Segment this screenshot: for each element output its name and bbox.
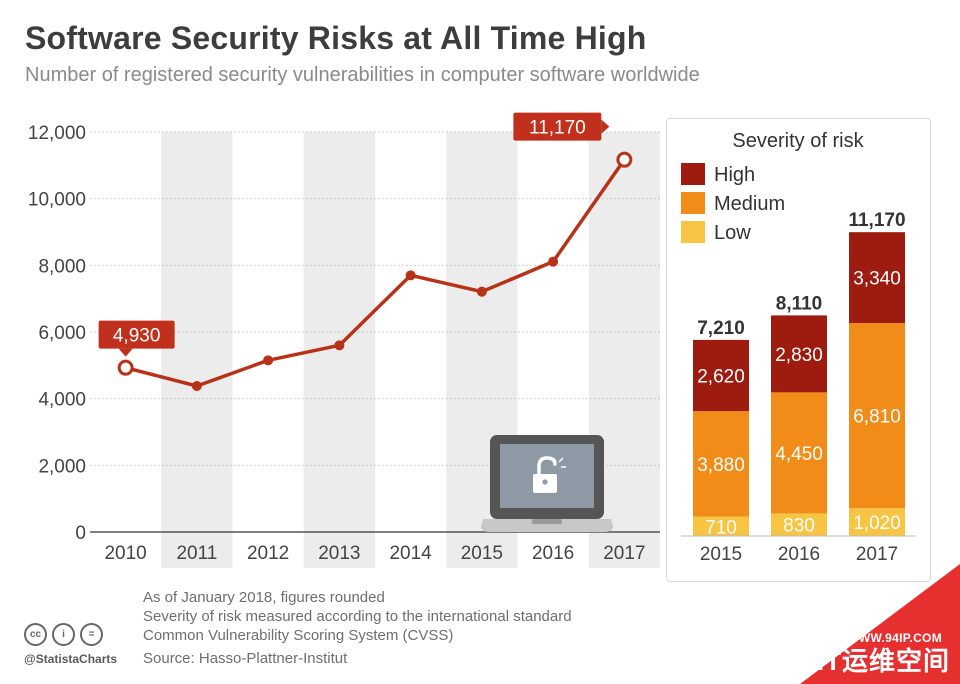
callout-label: 4,930	[113, 326, 161, 347]
callout-pointer	[118, 348, 133, 357]
legend-swatch	[681, 163, 705, 185]
bar-segment-high	[849, 232, 905, 324]
series-line	[125, 158, 626, 388]
x-tick-label: 2011	[176, 543, 217, 564]
statista-handle: @StatistaCharts	[24, 652, 118, 666]
callout-pointer	[601, 119, 610, 134]
data-point	[117, 359, 134, 376]
stack-x-tick-label: 2017	[856, 544, 898, 565]
footnotes: As of January 2018, figures rounded Seve…	[143, 588, 572, 668]
watermark-name: IT运维空间	[816, 646, 950, 676]
segment-label: 2,830	[775, 345, 823, 366]
x-tick-label: 2014	[389, 543, 432, 564]
x-tick-label: 2015	[461, 543, 503, 564]
severity-stacked-bar-chart: Severity of risk High Medium Low 710 3,880 2,6…	[681, 130, 916, 565]
segment-label: 1,020	[853, 513, 901, 534]
laptop-base	[481, 519, 613, 532]
bar-segment-high	[771, 315, 827, 393]
x-tick-label: 2010	[104, 543, 146, 564]
bar-total-label: 7,210	[697, 318, 745, 339]
chart-subtitle: Number of registered security vulnerabil…	[25, 64, 700, 86]
bar-total-label: 8,110	[776, 293, 823, 314]
callout-box	[98, 320, 175, 349]
x-tick-label: 2017	[603, 543, 645, 564]
segment-label: 830	[783, 516, 815, 537]
data-point	[334, 340, 345, 351]
y-tick-label: 10,000	[28, 190, 86, 211]
segment-label: 3,340	[853, 269, 901, 290]
callout-box	[513, 112, 602, 141]
bar-segment-low	[771, 513, 827, 536]
source-note: Source: Hasso-Plattner-Institut	[143, 650, 348, 667]
legend-label: Medium	[714, 193, 785, 215]
legend-label: Low	[714, 222, 751, 244]
note-line: Severity of risk measured according to t…	[143, 608, 572, 625]
segment-label: 4,450	[775, 444, 823, 465]
legend-swatch	[681, 221, 705, 243]
chart-title: Software Security Risks at All Time High	[25, 20, 647, 56]
stack-chart-title: Severity of risk	[732, 130, 864, 152]
legend-label: High	[714, 164, 755, 186]
legend-swatch	[681, 192, 705, 214]
stack-x-tick-label: 2015	[700, 544, 742, 565]
y-tick-label: 4,000	[38, 390, 86, 411]
y-tick-label: 0	[75, 523, 86, 544]
laptop-notch	[532, 519, 562, 524]
bar-segment-low	[849, 508, 905, 536]
data-point	[616, 151, 633, 168]
data-point	[405, 270, 416, 281]
y-tick-label: 6,000	[38, 323, 86, 344]
license-icons: cc i =	[24, 623, 117, 646]
data-point	[548, 256, 559, 267]
segment-label: 710	[705, 517, 737, 538]
severity-panel: Severity of risk High Medium Low 710 3,880 2,6…	[666, 118, 931, 582]
watermark: WWW.94IP.COM IT运维空间	[800, 564, 960, 684]
segment-label: 3,880	[697, 455, 745, 476]
segment-label: 6,810	[853, 407, 901, 428]
watermark-triangle	[800, 564, 960, 684]
callout-label: 11,170	[529, 118, 586, 139]
padlock-keyhole	[542, 479, 548, 485]
data-point	[263, 355, 274, 366]
y-tick-label: 2,000	[38, 456, 86, 477]
segment-label: 2,620	[697, 367, 745, 388]
x-tick-label: 2012	[247, 543, 289, 564]
unlock-spark	[558, 457, 564, 463]
watermark-url: WWW.94IP.COM	[847, 631, 942, 645]
brand-block: cc i = @StatistaCharts	[24, 623, 117, 666]
bar-segment-low	[693, 516, 749, 536]
x-tick-label: 2016	[532, 543, 574, 564]
x-tick-label: 2013	[318, 543, 360, 564]
year-band	[161, 132, 233, 568]
stack-x-tick-label: 2016	[778, 544, 820, 565]
bar-segment-high	[693, 339, 749, 412]
attribution-icon: i	[52, 623, 75, 646]
cc-icon: cc	[24, 623, 47, 646]
y-tick-label: 12,000	[28, 123, 86, 144]
y-tick-label: 8,000	[38, 256, 86, 277]
bar-segment-medium	[849, 323, 905, 509]
bar-segment-medium	[771, 392, 827, 514]
bar-total-label: 11,170	[848, 210, 905, 231]
noderivs-icon: =	[80, 623, 103, 646]
bar-segment-medium	[693, 411, 749, 517]
note-line: Common Vulnerability Scoring System (CVS…	[143, 627, 454, 644]
vulnerabilities-line-chart: 0 2,000 4,000 6,000 8,000 10,000 12,000 2010 201…	[28, 112, 660, 568]
padlock-shackle	[537, 456, 557, 476]
data-point	[476, 286, 487, 297]
data-point	[191, 381, 202, 391]
note-line: As of January 2018, figures rounded	[143, 589, 385, 606]
